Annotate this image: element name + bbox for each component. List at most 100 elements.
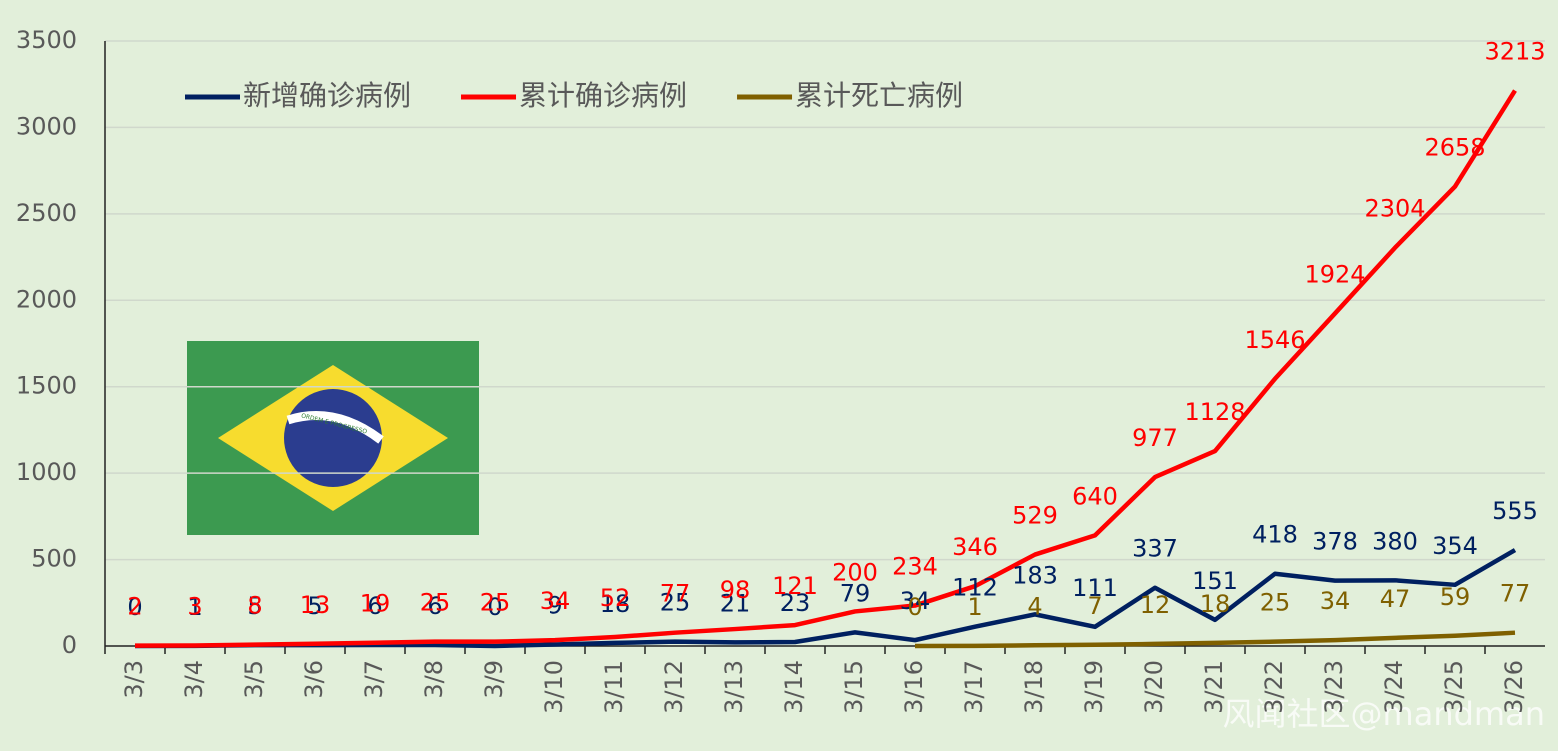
data-label: 0 (907, 593, 922, 621)
data-label: 52 (600, 584, 631, 612)
x-tick-label: 3/5 (240, 660, 268, 699)
x-tick-label: 3/15 (840, 660, 868, 714)
data-label: 4 (1027, 592, 1042, 620)
x-tick-label: 3/23 (1320, 660, 1348, 714)
watermark: 风闻社区@mandman (1223, 695, 1545, 733)
data-label: 18 (600, 590, 631, 618)
x-tick-label: 3/19 (1080, 660, 1108, 714)
x-tick-label: 3/26 (1500, 660, 1528, 714)
data-label: 5 (307, 592, 322, 620)
y-tick-label: 2000 (16, 285, 77, 313)
data-label: 19 (360, 590, 391, 618)
data-label: 378 (1312, 528, 1358, 556)
x-tick-label: 3/16 (900, 660, 928, 714)
data-label: 200 (832, 558, 878, 586)
flag-band (286, 411, 384, 444)
data-label: 151 (1192, 567, 1238, 595)
data-label: 3 (187, 592, 202, 620)
data-label: 77 (1500, 580, 1531, 608)
x-tick-label: 3/7 (360, 660, 388, 699)
x-tick-label: 3/3 (120, 660, 148, 699)
data-label: 25 (480, 589, 511, 617)
flag: ORDEM E PROGRESSO (187, 341, 479, 535)
x-tick-label: 3/21 (1200, 660, 1228, 714)
legend-label: 累计死亡病例 (795, 79, 963, 112)
data-label: 34 (1320, 587, 1351, 615)
data-label: 346 (952, 533, 998, 561)
data-label: 977 (1132, 424, 1178, 452)
data-label: 25 (420, 589, 451, 617)
y-tick-label: 1500 (16, 372, 77, 400)
data-label: 77 (660, 580, 691, 608)
data-label: 121 (772, 572, 818, 600)
x-tick-label: 3/14 (780, 660, 808, 714)
x-tick-label: 3/25 (1440, 660, 1468, 714)
series-line (914, 630, 1516, 649)
data-label: 1 (967, 593, 982, 621)
legend-label: 累计确诊病例 (519, 79, 687, 112)
data-label: 34 (540, 587, 571, 615)
data-label: 25 (1260, 589, 1291, 617)
y-tick-label: 1000 (16, 458, 77, 486)
data-label: 98 (720, 576, 751, 604)
data-label: 8 (247, 592, 262, 620)
x-tick-label: 3/17 (960, 660, 988, 714)
y-tick-label: 2500 (16, 199, 77, 227)
x-tick-label: 3/22 (1260, 660, 1288, 714)
data-label: 79 (840, 579, 871, 607)
data-label: 13 (300, 591, 331, 619)
data-label: 2658 (1424, 134, 1485, 162)
x-tick-label: 3/8 (420, 660, 448, 699)
data-label: 1546 (1244, 326, 1305, 354)
series-line (134, 548, 1517, 649)
data-label: 529 (1012, 502, 1058, 530)
data-label: 1 (187, 593, 202, 621)
data-label: 21 (720, 589, 751, 617)
x-tick-label: 3/24 (1380, 660, 1408, 714)
data-label: 0 (127, 593, 142, 621)
data-label: 354 (1432, 532, 1478, 560)
series-line (134, 89, 1517, 648)
y-tick-label: 3500 (16, 26, 77, 54)
data-label: 25 (660, 589, 691, 617)
data-label: 3213 (1484, 38, 1545, 66)
data-label: 34 (900, 587, 931, 615)
flag-globe (284, 389, 382, 487)
data-label: 183 (1012, 561, 1058, 589)
x-tick-label: 3/20 (1140, 660, 1168, 714)
data-label: 418 (1252, 521, 1298, 549)
data-label: 112 (952, 574, 998, 602)
data-label: 0 (487, 593, 502, 621)
y-tick-label: 500 (31, 545, 77, 573)
data-label: 111 (1072, 574, 1118, 602)
data-label: 6 (427, 592, 442, 620)
x-tick-label: 3/11 (600, 660, 628, 714)
data-label: 23 (780, 589, 811, 617)
data-label: 1128 (1184, 398, 1245, 426)
data-label: 5 (247, 592, 262, 620)
data-label: 234 (892, 553, 938, 581)
x-tick-label: 3/4 (180, 660, 208, 699)
data-label: 640 (1072, 482, 1118, 510)
legend-label: 新增确诊病例 (243, 79, 411, 112)
x-tick-label: 3/18 (1020, 660, 1048, 714)
data-label: 7 (1087, 592, 1102, 620)
data-label: 337 (1132, 535, 1178, 563)
data-label: 12 (1140, 591, 1171, 619)
y-tick-label: 3000 (16, 112, 77, 140)
data-label: 47 (1380, 585, 1411, 613)
x-tick-label: 3/12 (660, 660, 688, 714)
x-tick-label: 3/9 (480, 660, 508, 699)
data-label: 1924 (1304, 260, 1365, 288)
x-tick-label: 3/10 (540, 660, 568, 714)
x-tick-label: 3/6 (300, 660, 328, 699)
y-tick-label: 0 (62, 631, 77, 659)
data-label: 9 (547, 591, 562, 619)
data-label: 6 (367, 592, 382, 620)
data-label: 59 (1440, 583, 1471, 611)
data-label: 2 (127, 593, 142, 621)
data-label: 380 (1372, 527, 1418, 555)
data-label: 555 (1492, 497, 1538, 525)
x-tick-label: 3/13 (720, 660, 748, 714)
